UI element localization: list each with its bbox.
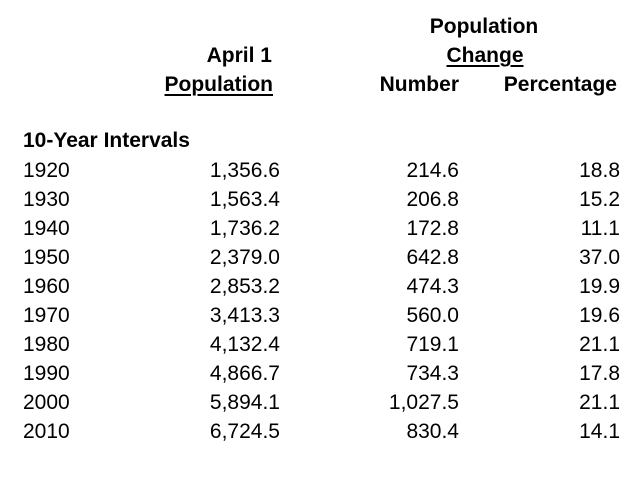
year-cell: 1990 <box>23 362 70 385</box>
percentage-cell: 21.1 <box>579 391 620 414</box>
percentage-cell: 18.8 <box>579 159 620 182</box>
population-cell: 5,894.1 <box>209 391 280 414</box>
column-header-percentage: Percentage <box>503 73 617 96</box>
table-row: 2000 5,894.1 1,027.5 21.1 <box>0 388 636 417</box>
table-row: 1980 4,132.4 719.1 21.1 <box>0 330 636 359</box>
population-cell: 2,379.0 <box>209 246 280 269</box>
number-cell: 719.1 <box>406 333 459 356</box>
population-cell: 4,866.7 <box>209 362 280 385</box>
percentage-cell: 14.1 <box>579 420 620 443</box>
year-cell: 1930 <box>23 188 70 211</box>
group-header-change: Change <box>446 44 524 67</box>
year-cell: 1970 <box>23 304 70 327</box>
number-cell: 642.8 <box>406 246 459 269</box>
year-cell: 1920 <box>23 159 70 182</box>
table-row: 1940 1,736.2 172.8 11.1 <box>0 214 636 243</box>
percentage-cell: 17.8 <box>579 362 620 385</box>
population-cell: 1,356.6 <box>209 159 280 182</box>
percentage-cell: 15.2 <box>579 188 620 211</box>
number-cell: 206.8 <box>406 188 459 211</box>
table-row: 1970 3,413.3 560.0 19.6 <box>0 301 636 330</box>
group-header-population: Population <box>429 15 539 38</box>
table-row: 1930 1,563.4 206.8 15.2 <box>0 185 636 214</box>
year-cell: 1960 <box>23 275 70 298</box>
column-header-april1: April 1 <box>206 44 272 67</box>
table-row: 1990 4,866.7 734.3 17.8 <box>0 359 636 388</box>
population-cell: 4,132.4 <box>209 333 280 356</box>
column-header-population: Population <box>164 73 274 96</box>
percentage-cell: 11.1 <box>580 217 620 240</box>
population-cell: 1,736.2 <box>209 217 280 240</box>
percentage-cell: 21.1 <box>579 333 620 356</box>
percentage-cell: 19.6 <box>579 304 620 327</box>
number-cell: 214.6 <box>406 159 459 182</box>
number-cell: 830.4 <box>406 420 459 443</box>
percentage-cell: 19.9 <box>579 275 620 298</box>
table-row: 2010 6,724.5 830.4 14.1 <box>0 417 636 446</box>
table-body: 10-Year Intervals 1920 1,356.6 214.6 18.… <box>0 126 636 446</box>
population-cell: 3,413.3 <box>209 304 280 327</box>
population-cell: 2,853.2 <box>209 275 280 298</box>
percentage-cell: 37.0 <box>579 246 620 269</box>
year-cell: 1940 <box>23 217 70 240</box>
number-cell: 560.0 <box>406 304 459 327</box>
table-row: 1960 2,853.2 474.3 19.9 <box>0 272 636 301</box>
number-cell: 1,027.5 <box>388 391 459 414</box>
year-cell: 1950 <box>23 246 70 269</box>
number-cell: 172.8 <box>406 217 459 240</box>
year-cell: 2010 <box>23 420 70 443</box>
population-cell: 1,563.4 <box>209 188 280 211</box>
year-cell: 1980 <box>23 333 70 356</box>
section-label: 10-Year Intervals <box>23 129 190 152</box>
population-cell: 6,724.5 <box>209 420 280 443</box>
table-row: 1950 2,379.0 642.8 37.0 <box>0 243 636 272</box>
number-cell: 474.3 <box>406 275 459 298</box>
year-cell: 2000 <box>23 391 70 414</box>
number-cell: 734.3 <box>406 362 459 385</box>
column-header-number: Number <box>379 73 459 96</box>
table-row: 1920 1,356.6 214.6 18.8 <box>0 156 636 185</box>
